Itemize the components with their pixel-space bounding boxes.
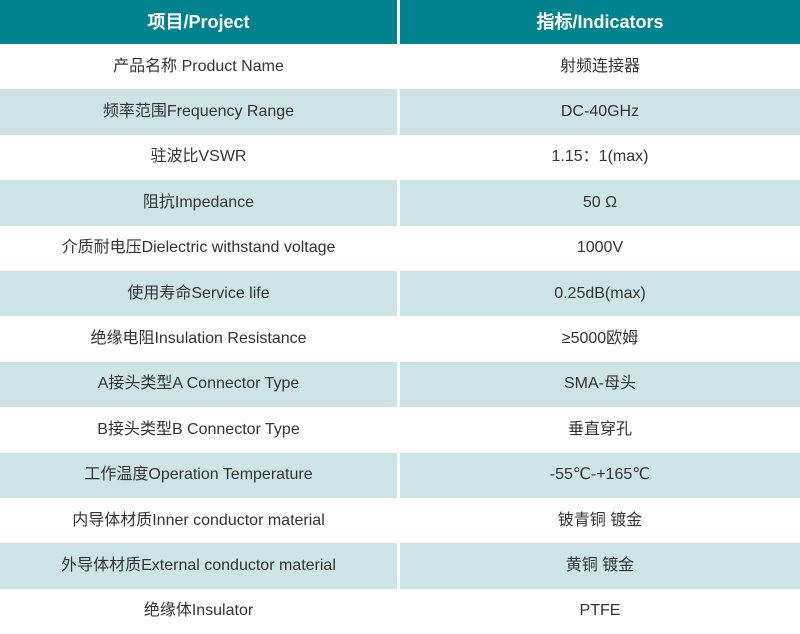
table-body: 产品名称 Product Name 射频连接器频率范围Frequency Rang… — [0, 44, 800, 634]
indicator-cell: 1.15：1(max) — [551, 148, 649, 166]
project-cell: B接头类型B Connector Type — [0, 407, 400, 453]
table-header-row: 项目/Project 指标/Indicators — [0, 0, 800, 44]
project-cell: A接头类型A Connector Type — [0, 361, 400, 408]
indicator-cell: 铍青铜 镀金 — [557, 511, 643, 529]
project-cell: 阻抗Impedance — [0, 180, 400, 226]
table-row: B接头类型B Connector Type 垂直穿孔 — [0, 407, 800, 453]
indicator-cell: 射频连接器 — [559, 57, 640, 75]
indicator-cell: DC-40GHz — [560, 103, 640, 121]
table-row: 频率范围Frequency Range DC-40GHz — [0, 89, 800, 135]
project-cell: 频率范围Frequency Range — [0, 89, 400, 135]
indicator-cell: 50 Ω — [582, 193, 618, 211]
project-cell: 外导体材质External conductor material — [0, 543, 400, 589]
table-row: 内导体材质Inner conductor material 铍青铜 镀金 — [0, 497, 800, 544]
project-cell: 工作温度Operation Temperature — [0, 452, 400, 498]
project-cell: 驻波比VSWR — [0, 134, 400, 181]
table-row: 产品名称 Product Name 射频连接器 — [0, 44, 800, 90]
project-column-header: 项目/Project — [0, 0, 400, 44]
indicator-cell: 黄铜 镀金 — [565, 556, 635, 574]
project-cell: 介质耐电压Dielectric withstand voltage — [0, 225, 400, 271]
table-row: A接头类型A Connector Type SMA-母头 — [0, 361, 800, 408]
project-cell: 使用寿命Service life — [0, 270, 400, 317]
indicator-cell: 0.25dB(max) — [554, 284, 646, 302]
table-row: 阻抗Impedance 50 Ω — [0, 180, 800, 226]
table-row: 绝缘体Insulator PTFE — [0, 588, 800, 634]
project-cell: 绝缘电阻Insulation Resistance — [0, 316, 400, 362]
project-cell: 内导体材质Inner conductor material — [0, 497, 400, 544]
table-row: 工作温度Operation Temperature -55℃-+165℃ — [0, 452, 800, 498]
indicator-cell: -55℃-+165℃ — [549, 466, 651, 484]
table-row: 使用寿命Service life 0.25dB(max) — [0, 270, 800, 317]
indicator-cell: 垂直穿孔 — [567, 420, 632, 438]
indicator-cell: SMA-母头 — [563, 375, 636, 393]
indicator-cell: 1000V — [576, 239, 624, 257]
indicator-cell: PTFE — [579, 602, 621, 620]
project-cell: 产品名称 Product Name — [0, 44, 400, 90]
indicator-cell: ≥5000欧姆 — [561, 330, 639, 348]
table-row: 外导体材质External conductor material 黄铜 镀金 — [0, 543, 800, 589]
indicators-column-header: 指标/Indicators — [536, 11, 664, 32]
table-row: 绝缘电阻Insulation Resistance ≥5000欧姆 — [0, 316, 800, 362]
table-row: 驻波比VSWR 1.15：1(max) — [0, 134, 800, 181]
project-cell: 绝缘体Insulator — [0, 588, 400, 634]
table-row: 介质耐电压Dielectric withstand voltage 1000V — [0, 225, 800, 271]
